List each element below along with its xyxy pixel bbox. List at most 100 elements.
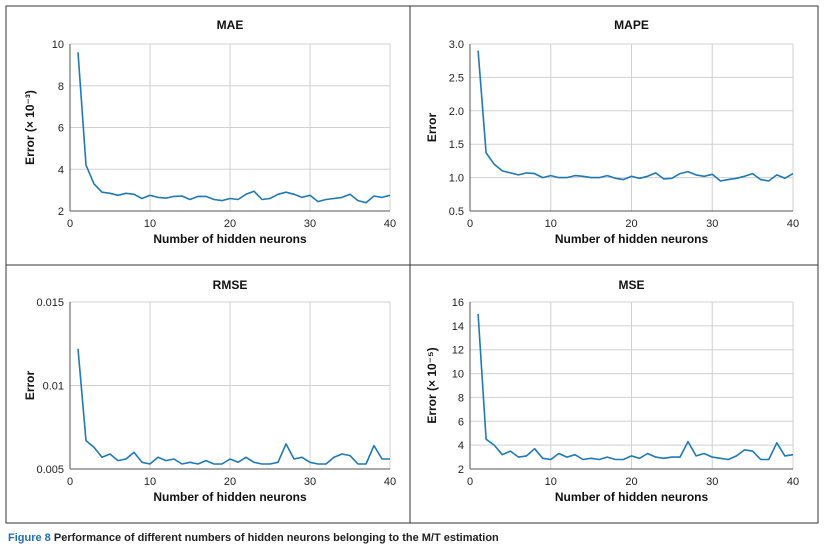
- data-point: [760, 458, 762, 460]
- data-point: [711, 173, 713, 175]
- data-point: [590, 176, 592, 178]
- data-point: [719, 457, 721, 459]
- data-point: [229, 458, 231, 460]
- data-point: [93, 446, 95, 448]
- data-point: [205, 459, 207, 461]
- y-axis-label: Error: [23, 370, 37, 400]
- data-point: [614, 458, 616, 460]
- data-point: [277, 461, 279, 463]
- y-tick-label: 2: [58, 206, 64, 218]
- data-point: [325, 198, 327, 200]
- data-point: [269, 463, 271, 465]
- data-point: [477, 49, 479, 51]
- x-tick-label: 40: [787, 476, 799, 488]
- data-point: [125, 458, 127, 460]
- series-line: [77, 348, 390, 465]
- data-point: [197, 195, 199, 197]
- data-point: [566, 176, 568, 178]
- chart-title: MAE: [217, 18, 244, 32]
- data-point: [679, 456, 681, 458]
- data-point: [671, 456, 673, 458]
- data-point: [776, 442, 778, 444]
- data-point: [558, 176, 560, 178]
- data-point: [373, 444, 375, 446]
- data-point: [711, 456, 713, 458]
- chart-mape: 0 10 20 30 40 0.5 1.0 1.5 2.0 2.5 3.0 MAPE Number of…: [425, 18, 799, 246]
- data-point: [317, 463, 319, 465]
- data-point: [541, 176, 543, 178]
- data-point: [719, 180, 721, 182]
- data-point: [309, 461, 311, 463]
- y-axis-label: Error: [425, 112, 439, 142]
- chart-mae: 0 10 20 30 40 2 4 6 8 10 MAE Number of hidden neuro…: [23, 18, 396, 246]
- y-tick-label: 0.01: [43, 381, 64, 393]
- data-point: [325, 463, 327, 465]
- x-tick-label: 30: [304, 476, 316, 488]
- data-point: [655, 172, 657, 174]
- x-tick-label: 40: [384, 218, 396, 230]
- data-point: [101, 191, 103, 193]
- data-point: [141, 461, 143, 463]
- data-point: [663, 178, 665, 180]
- y-axis-label: Error (× 10⁻³): [23, 90, 37, 165]
- x-tick-label: 10: [545, 476, 557, 488]
- data-point: [189, 198, 191, 200]
- data-point: [77, 348, 79, 350]
- data-point: [101, 456, 103, 458]
- y-tick-label: 8: [58, 81, 64, 93]
- y-tick-label: 12: [452, 345, 464, 357]
- data-point: [173, 458, 175, 460]
- y-tick-label: 3.0: [449, 39, 464, 51]
- y-tick-label: 1.5: [449, 139, 464, 151]
- data-point: [285, 443, 287, 445]
- data-point: [213, 463, 215, 465]
- data-point: [269, 197, 271, 199]
- y-tick-label: 16: [452, 297, 464, 309]
- data-point: [333, 456, 335, 458]
- data-point: [493, 444, 495, 446]
- data-point: [630, 175, 632, 177]
- data-point: [173, 195, 175, 197]
- data-point: [117, 194, 119, 196]
- data-point: [574, 174, 576, 176]
- chart-title: RMSE: [213, 278, 248, 292]
- data-point: [357, 463, 359, 465]
- y-tick-label: 0.005: [36, 464, 64, 476]
- data-point: [517, 174, 519, 176]
- data-point: [381, 458, 383, 460]
- x-tick-label: 30: [706, 218, 718, 230]
- data-point: [695, 455, 697, 457]
- data-point: [245, 456, 247, 458]
- figure-caption: Figure 8 Performance of different number…: [8, 532, 499, 544]
- data-point: [389, 458, 391, 460]
- data-point: [93, 183, 95, 185]
- data-point: [598, 458, 600, 460]
- y-tick-label: 0.015: [36, 297, 64, 309]
- data-point: [550, 458, 552, 460]
- data-point: [679, 172, 681, 174]
- data-point: [501, 170, 503, 172]
- data-point: [477, 313, 479, 315]
- data-point: [485, 152, 487, 154]
- chart-rmse: 0 10 20 30 40 0.005 0.01 0.015 RMSE Number of hid…: [23, 278, 396, 504]
- data-point: [317, 200, 319, 202]
- data-point: [792, 172, 794, 174]
- data-point: [125, 192, 127, 194]
- data-point: [109, 192, 111, 194]
- data-point: [735, 455, 737, 457]
- data-point: [221, 199, 223, 201]
- data-point: [533, 448, 535, 450]
- data-point: [141, 197, 143, 199]
- data-point: [221, 463, 223, 465]
- y-tick-label: 8: [458, 392, 464, 404]
- data-point: [509, 172, 511, 174]
- x-axis-label: Number of hidden neurons: [153, 490, 307, 504]
- data-point: [533, 172, 535, 174]
- data-point: [165, 197, 167, 199]
- data-point: [277, 193, 279, 195]
- data-point: [253, 461, 255, 463]
- data-point: [205, 195, 207, 197]
- y-tick-label: 10: [452, 369, 464, 381]
- data-point: [133, 451, 135, 453]
